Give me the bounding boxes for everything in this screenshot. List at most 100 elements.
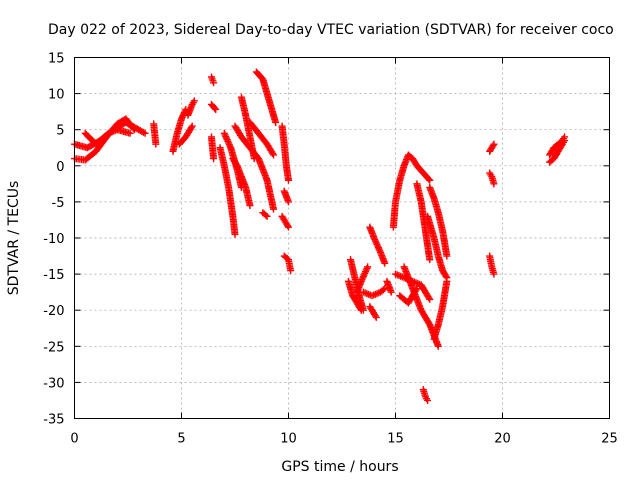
data-point: [359, 274, 367, 282]
data-point: [126, 129, 134, 137]
data-point: [376, 247, 384, 255]
series-arc-37: [426, 183, 451, 260]
tick-labels: 0 5 10 15 20 25 15 10 5 0 -5 -10 -15 -20 -25 -30 -35: [43, 52, 618, 447]
x-tick-label: 10: [280, 432, 297, 447]
data-point: [426, 176, 434, 184]
series-arc-10: [207, 133, 218, 163]
series-arc-15: [231, 122, 278, 213]
data-point: [490, 270, 498, 278]
series-arc-41: [486, 169, 498, 188]
data-point: [212, 105, 220, 113]
data-point: [375, 245, 383, 253]
data-point: [387, 288, 395, 296]
data-point: [490, 180, 498, 188]
data-point: [222, 134, 230, 142]
data-point: [221, 131, 229, 139]
data-point: [220, 129, 228, 137]
series-arc-12: [220, 129, 245, 191]
data-point: [287, 266, 295, 274]
series-arc-36: [419, 386, 432, 404]
series-arc-4: [150, 120, 160, 148]
series-arc-42: [486, 252, 498, 278]
x-tick-label: 20: [494, 432, 511, 447]
y-tick-label: -25: [43, 340, 64, 355]
data-point: [226, 142, 234, 150]
series-arc-28: [366, 223, 389, 267]
data-point: [372, 313, 380, 321]
data-point: [270, 205, 278, 213]
series-arc-26: [366, 303, 380, 321]
data-point: [359, 306, 367, 314]
y-tick-label: 0: [56, 160, 64, 175]
data-point: [178, 113, 186, 121]
data-point: [152, 140, 160, 148]
y-tick-label: 5: [56, 124, 64, 139]
data-point: [225, 141, 233, 149]
series-arc-7: [184, 97, 198, 119]
data-point: [361, 269, 369, 277]
data-point: [425, 175, 433, 183]
y-tick-label: -10: [43, 232, 64, 247]
y-axis-title: SDTVAR / TECUs: [6, 181, 22, 296]
data-point: [263, 212, 271, 220]
data-point: [490, 140, 498, 148]
series-arc-21: [278, 212, 292, 231]
data-point: [362, 266, 370, 274]
series-arc-44: [546, 137, 569, 166]
data-point: [285, 223, 292, 231]
x-tick-label: 5: [177, 432, 185, 447]
data-point: [379, 286, 387, 294]
data-point: [373, 240, 381, 248]
x-axis-title: GPS time / hours: [281, 459, 398, 475]
data-point: [140, 128, 148, 136]
y-tick-label: -15: [43, 268, 64, 283]
data-point: [270, 151, 278, 159]
data-point: [210, 155, 218, 163]
series-arc-29: [383, 277, 395, 296]
data-point: [374, 244, 382, 252]
chart-title: Day 022 of 2023, Sidereal Day-to-day VTE…: [48, 22, 614, 38]
data-point: [362, 268, 370, 276]
data-points: [71, 68, 569, 404]
series-arc-34: [400, 263, 442, 350]
data-point: [223, 136, 231, 144]
data-point: [489, 142, 497, 150]
data-point: [359, 273, 367, 281]
data-point: [363, 264, 371, 272]
data-point: [224, 137, 232, 145]
series-arc-11: [216, 144, 239, 238]
data-point: [272, 118, 280, 126]
series-arc-22: [280, 252, 295, 274]
data-point: [374, 242, 382, 250]
data-point: [443, 252, 451, 260]
data-point: [372, 237, 380, 245]
series-arc-20: [280, 187, 292, 206]
series-arc-17: [246, 118, 278, 159]
y-tick-label: -30: [43, 376, 64, 391]
data-point: [188, 122, 196, 130]
data-point: [381, 259, 389, 267]
series-arc-24: [347, 256, 367, 314]
series-arc-35: [413, 180, 434, 264]
data-point: [225, 139, 233, 147]
data-point: [211, 104, 219, 112]
series-arc-30: [389, 162, 408, 231]
data-point: [360, 271, 368, 279]
series-arc-31: [400, 151, 434, 184]
data-point: [358, 276, 366, 284]
data-point: [424, 396, 432, 404]
data-point: [561, 137, 569, 145]
data-point: [426, 295, 434, 303]
data-point: [246, 202, 254, 210]
data-point: [190, 97, 198, 105]
data-point: [370, 234, 378, 242]
data-point: [269, 149, 277, 157]
data-point: [187, 124, 195, 132]
series-arc-9: [207, 100, 220, 113]
x-tick-label: 15: [387, 432, 404, 447]
series-arc-3: [81, 126, 134, 148]
data-point: [372, 239, 380, 247]
x-tick-label: 0: [70, 432, 78, 447]
data-point: [222, 133, 230, 141]
